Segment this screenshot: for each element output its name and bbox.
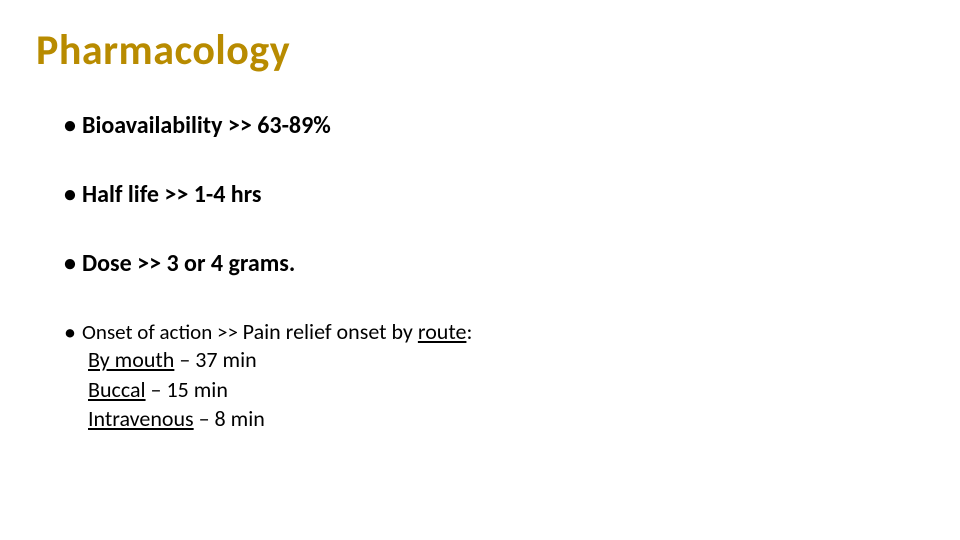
by-mouth-rest: – 37 min [174, 346, 256, 373]
route-link[interactable]: route [418, 318, 467, 345]
bullet-text: Dose >> 3 or 4 grams. [82, 249, 295, 278]
intravenous-link[interactable]: Intravenous [88, 405, 194, 432]
buccal-rest: – 15 min [146, 376, 228, 403]
buccal-link[interactable]: Buccal [88, 376, 146, 403]
iv-rest: – 8 min [194, 405, 265, 432]
onset-line-iv: Intravenous – 8 min [88, 404, 924, 434]
bullet-half-life: Half life >> 1-4 hrs [64, 181, 924, 210]
slide: Pharmacology Bioavailability >> 63-89% H… [0, 0, 960, 540]
onset-line-mouth: By mouth – 37 min [88, 345, 924, 375]
bullet-onset: Onset of action >> Pain relief onset by … [64, 319, 924, 434]
by-mouth-link[interactable]: By mouth [88, 346, 174, 373]
bullet-text: Bioavailability >> 63-89% [82, 111, 331, 140]
bullet-dose: Dose >> 3 or 4 grams. [64, 250, 924, 279]
onset-sublist: By mouth – 37 min Buccal – 15 min Intrav… [88, 345, 924, 434]
bullet-bioavailability: Bioavailability >> 63-89% [64, 112, 924, 141]
bullet-text: Half life >> 1-4 hrs [82, 180, 262, 209]
slide-title: Pharmacology [36, 28, 924, 74]
onset-pain-text: Pain relief onset by [243, 318, 418, 345]
onset-line-buccal: Buccal – 15 min [88, 375, 924, 405]
onset-label: Onset of action >> [82, 319, 243, 345]
bullet-list: Bioavailability >> 63-89% Half life >> 1… [64, 112, 924, 434]
onset-colon: : [466, 318, 472, 345]
